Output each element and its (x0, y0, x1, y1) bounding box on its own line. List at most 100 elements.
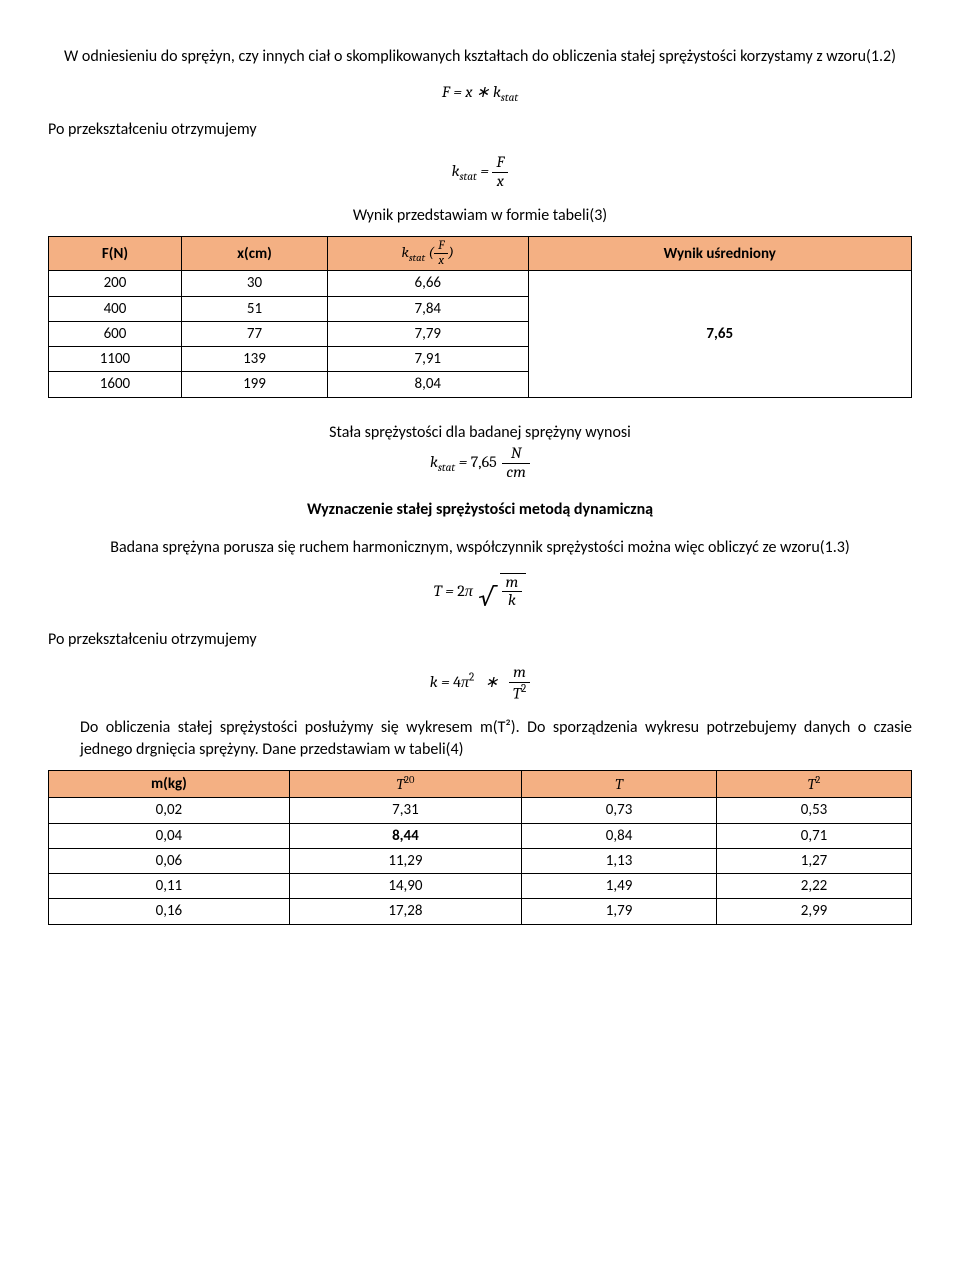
table-cell: 7,31 (289, 798, 521, 823)
kv-num: N (502, 445, 530, 464)
k-num: m (509, 664, 530, 683)
table-cell: 0,16 (49, 899, 290, 924)
harmonic-line: Badana sprężyna porusza się ruchem harmo… (48, 537, 912, 559)
T-sqrt: √ m k (476, 573, 526, 615)
T-frac: m k (502, 574, 523, 610)
T-var: T (434, 581, 442, 599)
th-xcm: x(cm) (181, 237, 327, 271)
kv-k: k (430, 453, 438, 471)
formula-k: k = 4π 2 ∗ m T2 (48, 664, 912, 703)
T-num: m (502, 574, 523, 593)
op-eq: = (453, 83, 465, 101)
th3-den: x (434, 254, 448, 268)
table-cell: 600 (49, 321, 182, 346)
chart-line: Do obliczenia stałej sprężystości posłuż… (80, 717, 912, 760)
table3-header-row: F(N) x(cm) kstat ( F x ) Wynik uśrednion… (49, 237, 912, 271)
formula-kstat-val: kstat = 7,65 N cm (430, 445, 530, 481)
sub-stat: stat (501, 91, 518, 104)
th4-T: T (522, 771, 717, 798)
table-cell: 6,66 (328, 271, 528, 296)
th4-T-T: T (615, 775, 623, 793)
k-frac: m T2 (509, 664, 530, 703)
op-eq2: = (480, 162, 492, 180)
table-cell: 0,73 (522, 798, 717, 823)
k-mul: ∗ (478, 673, 506, 691)
var-x: x (465, 83, 472, 101)
th4-T20-exp: 20 (404, 774, 414, 786)
table-cell: 2,99 (717, 899, 912, 924)
th4-T2: T2 (717, 771, 912, 798)
intro-paragraph: W odniesieniu do sprężyn, czy innych cia… (48, 46, 912, 68)
table-row: 0,027,310,730,53 (49, 798, 912, 823)
sub-stat2: stat (459, 171, 476, 184)
kv-den: cm (502, 464, 530, 482)
kv-eq: = (459, 453, 471, 471)
th3-k: k (402, 243, 409, 261)
section2-title: Wyznaczenie stałej sprężystości metodą d… (307, 499, 653, 521)
k-den-exp: 2 (521, 682, 526, 695)
table-cell: 17,28 (289, 899, 521, 924)
table-cell: 0,11 (49, 874, 290, 899)
table-3: F(N) x(cm) kstat ( F x ) Wynik uśrednion… (48, 236, 912, 397)
table-cell: 0,53 (717, 798, 912, 823)
table-row: 0,1617,281,792,99 (49, 899, 912, 924)
transform-line-1: Po przekształceniu otrzymujemy (48, 119, 912, 141)
th-FN: F(N) (49, 237, 182, 271)
table-cell: 2,22 (717, 874, 912, 899)
table-cell: 1600 (49, 372, 182, 397)
table-cell: 139 (181, 347, 327, 372)
frac-Fx: F x (492, 154, 508, 190)
kv-frac: N cm (502, 445, 530, 481)
T-pi: π (465, 581, 473, 599)
table-cell: 400 (49, 296, 182, 321)
th3-paren2: ) (448, 243, 454, 261)
spring-const-line: Stała sprężystości dla badanej sprężyny … (329, 422, 631, 444)
table-cell: 199 (181, 372, 327, 397)
table-cell: 0,02 (49, 798, 290, 823)
table-cell: 51 (181, 296, 327, 321)
table-cell: 8,44 (289, 823, 521, 848)
k-den-T: T (513, 684, 521, 702)
table-cell: 1,49 (522, 874, 717, 899)
table3-caption: Wynik przedstawiam w formie tabeli(3) (48, 205, 912, 227)
k-eqs: = (441, 673, 453, 691)
table-cell: 1,79 (522, 899, 717, 924)
formula-kstat: kstat = F x (48, 154, 912, 190)
table-cell: 200 (49, 271, 182, 296)
k-den: T2 (509, 683, 530, 703)
th4-T20-T: T (396, 775, 404, 793)
table-cell: 0,71 (717, 823, 912, 848)
var-F: F (442, 83, 450, 101)
table-row: 0,0611,291,131,27 (49, 848, 912, 873)
T-den: k (502, 592, 523, 610)
table-cell: 8,04 (328, 372, 528, 397)
kv-val: 7,65 (471, 453, 497, 471)
th-kstat: kstat ( F x ) (328, 237, 528, 271)
table-cell: 7,79 (328, 321, 528, 346)
th4-m: m(kg) (49, 771, 290, 798)
table4-header-row: m(kg) T20 T T2 (49, 771, 912, 798)
k-pi: π (461, 673, 469, 691)
formula-f-eq: F = x ∗ kstat (48, 82, 912, 105)
avg-cell: 7,65 (528, 271, 911, 397)
table-cell: 7,91 (328, 347, 528, 372)
transform-line-2: Po przekształceniu otrzymujemy (48, 629, 912, 651)
table-row: 0,1114,901,492,22 (49, 874, 912, 899)
table-4: m(kg) T20 T T2 0,027,310,730,530,048,440… (48, 770, 912, 925)
table-cell: 0,84 (522, 823, 717, 848)
den-x: x (492, 173, 508, 191)
table-cell: 0,06 (49, 848, 290, 873)
k-var: k (430, 673, 438, 691)
table-cell: 0,04 (49, 823, 290, 848)
table-cell: 1100 (49, 347, 182, 372)
table-cell: 77 (181, 321, 327, 346)
var-k: k (493, 83, 501, 101)
kv-sub: stat (438, 461, 455, 474)
th4-T20: T20 (289, 771, 521, 798)
table-row: 200306,667,65 (49, 271, 912, 296)
th3-frac: F x (434, 239, 448, 268)
table-cell: 14,90 (289, 874, 521, 899)
table-cell: 1,27 (717, 848, 912, 873)
k-four: 4 (453, 673, 461, 691)
num-F: F (492, 154, 508, 173)
